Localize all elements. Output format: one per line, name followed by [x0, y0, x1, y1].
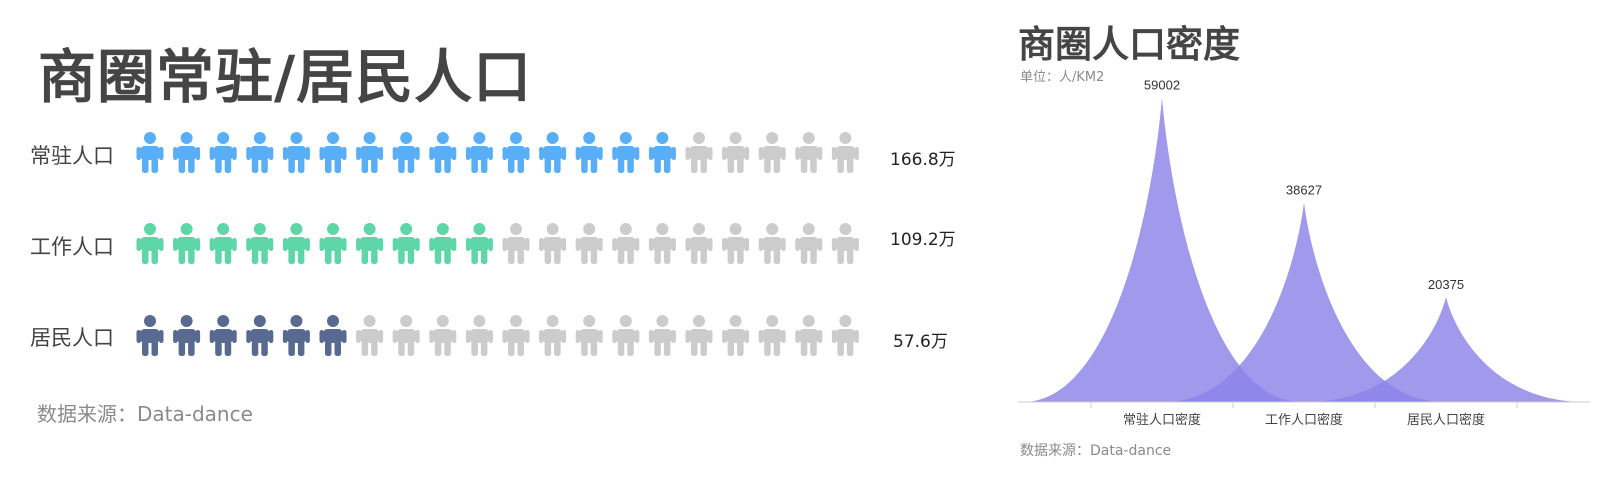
- person-icon: [429, 223, 457, 264]
- person-icon: [209, 132, 237, 173]
- person-icon: [356, 223, 384, 264]
- person-icon: [136, 223, 164, 264]
- person-icon: [392, 315, 420, 356]
- person-icon: [246, 132, 274, 173]
- person-icon: [539, 315, 567, 356]
- chart-source: 数据来源：Data-dance: [1020, 443, 1172, 459]
- x-tick-label-1: 工作人口密度: [1265, 412, 1343, 428]
- row-label-inhabitant: 居民人口: [30, 326, 114, 350]
- person-icon: [795, 315, 823, 356]
- person-icon: [319, 315, 347, 356]
- person-icon: [136, 315, 164, 356]
- person-icon: [758, 315, 786, 356]
- person-icon: [429, 315, 457, 356]
- person-icon: [685, 132, 713, 173]
- peak-2: [1306, 296, 1586, 402]
- person-icon: [209, 223, 237, 264]
- person-icon: [282, 132, 310, 173]
- person-icon: [648, 132, 676, 173]
- person-icon: [831, 132, 859, 173]
- peak-1: [1164, 202, 1444, 402]
- person-icon: [209, 315, 237, 356]
- chart-unit: 单位：人/KM2: [1020, 70, 1105, 85]
- person-icon: [246, 315, 274, 356]
- person-icon: [392, 132, 420, 173]
- row-label-resident: 常驻人口: [30, 144, 114, 168]
- chart-title: 商圈人口密度: [1018, 23, 1240, 66]
- person-icon: [831, 315, 859, 356]
- person-icon: [319, 223, 347, 264]
- person-icon: [465, 223, 493, 264]
- person-icon: [722, 315, 750, 356]
- person-icon: [612, 223, 640, 264]
- x-tick-label-0: 常驻人口密度: [1123, 412, 1201, 428]
- person-icon: [173, 315, 201, 356]
- pictograph-title: 商圈常驻/居民人口: [38, 43, 533, 111]
- person-icon: [648, 223, 676, 264]
- data-label-1: 38627: [1286, 183, 1322, 198]
- data-label-2: 20375: [1428, 277, 1464, 292]
- person-icon: [502, 223, 530, 264]
- x-tick-label-2: 居民人口密度: [1407, 412, 1485, 428]
- row-value-resident: 166.8万: [890, 150, 956, 170]
- person-icon: [356, 132, 384, 173]
- person-icon: [831, 223, 859, 264]
- person-icon: [685, 223, 713, 264]
- person-icon: [612, 315, 640, 356]
- person-icon: [722, 132, 750, 173]
- person-icon: [502, 315, 530, 356]
- person-icon: [136, 132, 164, 173]
- person-icon: [648, 315, 676, 356]
- person-icon: [575, 132, 603, 173]
- person-icon: [282, 223, 310, 264]
- person-icon: [282, 315, 310, 356]
- person-icon: [173, 132, 201, 173]
- person-icon: [173, 223, 201, 264]
- person-icon: [319, 132, 347, 173]
- person-icon: [539, 132, 567, 173]
- row-label-working: 工作人口: [30, 235, 114, 259]
- person-icon: [612, 132, 640, 173]
- person-icon: [392, 223, 420, 264]
- person-icon: [795, 223, 823, 264]
- peak-0: [1022, 97, 1302, 403]
- person-icon: [575, 315, 603, 356]
- person-icon: [356, 315, 384, 356]
- person-icon: [795, 132, 823, 173]
- person-icon: [465, 315, 493, 356]
- person-icon: [246, 223, 274, 264]
- person-icon: [429, 132, 457, 173]
- pictograph-icons: [136, 132, 859, 356]
- person-icon: [465, 132, 493, 173]
- person-icon: [502, 132, 530, 173]
- row-value-working: 109.2万: [890, 230, 956, 250]
- person-icon: [539, 223, 567, 264]
- row-value-inhabitant: 57.6万: [893, 332, 948, 352]
- data-label-0: 59002: [1144, 77, 1180, 92]
- person-icon: [758, 132, 786, 173]
- person-icon: [575, 223, 603, 264]
- pictograph-source: 数据来源：Data-dance: [37, 402, 253, 426]
- person-icon: [758, 223, 786, 264]
- person-icon: [685, 315, 713, 356]
- person-icon: [722, 223, 750, 264]
